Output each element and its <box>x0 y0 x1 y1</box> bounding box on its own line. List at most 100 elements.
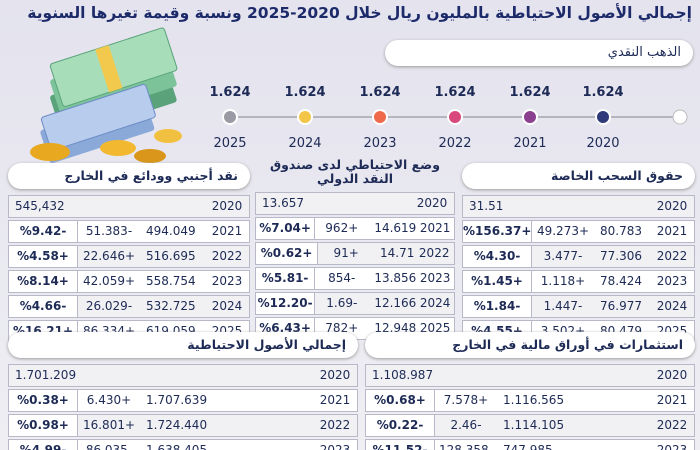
percent: %5.81- <box>256 268 316 289</box>
table-body: 2020 1.701.209 2021 1.707.639 6.430+ %0.38+ 20… <box>8 364 358 450</box>
gold-value: 1.624 <box>209 85 250 100</box>
year-label: 2024 <box>288 136 321 151</box>
change: 26.029- <box>85 299 133 313</box>
year: 2024 <box>656 299 688 313</box>
value: 78.424 <box>600 274 642 288</box>
table-row: 2023 747 985 128.358- %11.52- <box>365 439 695 450</box>
change: 51.383- <box>85 224 133 238</box>
percent: %0.22- <box>366 415 435 436</box>
change: 16.801+ <box>82 418 136 432</box>
year: 2024 <box>211 299 243 313</box>
table-title: إجمالي الأصول الاحتياطية <box>8 332 358 358</box>
value: 77.306 <box>600 249 642 263</box>
timeline-end <box>672 109 688 125</box>
year-label: 2020 <box>586 136 619 151</box>
percent: %0.98+ <box>9 415 78 436</box>
data-table: وضع الاحتياطي لدى صندوق النقد الدولي 2020… <box>255 158 455 342</box>
value: 14.619 <box>374 221 417 235</box>
percent: %156.37+ <box>463 221 532 242</box>
timeline-dot <box>595 109 611 125</box>
gold-value: 1.624 <box>509 85 550 100</box>
percent: %12.20- <box>256 293 316 314</box>
change: 91+ <box>333 246 359 260</box>
value: 747 985 <box>503 443 553 450</box>
data-table: استثمارات في أوراق مالية في الخارج 2020 1.… <box>365 332 695 450</box>
table-row: 2024 12.166 1.69- %12.20- <box>255 292 455 315</box>
percent: %9.42- <box>9 221 78 242</box>
year: 2022 <box>656 418 688 432</box>
change: 962+ <box>325 221 359 235</box>
table-row: 2023 1.638.405 86,035- %4.99- <box>8 439 358 450</box>
value: 80.783 <box>600 224 642 238</box>
gold-label: الذهب النقدي <box>385 40 693 66</box>
value: 1.701.209 <box>15 368 77 382</box>
timeline-dot <box>297 109 313 125</box>
year: 2022 <box>211 249 243 263</box>
table-title: استثمارات في أوراق مالية في الخارج <box>365 332 695 358</box>
year: 2020 <box>416 196 448 210</box>
table-row: 2022 77.306 3.477- %4.30- <box>462 245 695 268</box>
year-label: 2022 <box>438 136 471 151</box>
table-row: 2021 1.116.565 7.578+ %0.68+ <box>365 389 695 412</box>
table-body: 2020 545,432 2021 494.049 51.383- %9.42- 2022 5… <box>8 195 250 343</box>
year: 2022 <box>319 418 351 432</box>
percent: %0.38+ <box>9 390 78 411</box>
year: 2020 <box>656 368 688 382</box>
year: 2020 <box>656 199 688 213</box>
value: 494.049 <box>146 224 196 238</box>
year: 2020 <box>319 368 351 382</box>
table-row: 2020 31.51 <box>462 195 695 218</box>
value: 12.166 <box>374 296 417 310</box>
percent: %0.62+ <box>256 243 319 264</box>
table-row: 2020 1.108.987 <box>365 364 695 387</box>
table-row: 2020 13.657 <box>255 192 455 215</box>
percent: %7.04+ <box>256 218 316 239</box>
percent: %4.66- <box>9 296 78 317</box>
table-row: 2024 76.977 1.447- %1.84- <box>462 295 695 318</box>
value: 532.725 <box>146 299 196 313</box>
value: 1.114.105 <box>503 418 565 432</box>
percent: %1.45+ <box>463 271 532 292</box>
change: 854- <box>328 271 356 285</box>
table-row: 2023 558.754 42.059+ %8.14+ <box>8 270 250 293</box>
data-table: نقد أجنبي وودائع في الخارج 2020 545,432 202… <box>8 163 250 345</box>
percent: %0.68+ <box>366 390 435 411</box>
year: 2025 <box>419 321 451 335</box>
change: 86,035- <box>85 443 133 450</box>
value: 558.754 <box>146 274 196 288</box>
table-body: 2020 31.51 2021 80.783 49.273+ %156.37+ 2022 77… <box>462 195 695 343</box>
year: 2023 <box>656 274 688 288</box>
year: 2022 <box>418 246 450 260</box>
change: 2.46- <box>450 418 482 432</box>
change: 128.358- <box>439 443 493 450</box>
year: 2021 <box>419 221 451 235</box>
table-row: 2023 13.856 854- %5.81- <box>255 267 455 290</box>
data-table: إجمالي الأصول الاحتياطية 2020 1.701.209 202… <box>8 332 358 450</box>
year: 2023 <box>419 271 451 285</box>
table-row: 2021 80.783 49.273+ %156.37+ <box>462 220 695 243</box>
value: 1.638.405 <box>146 443 208 450</box>
gold-value: 1.624 <box>284 85 325 100</box>
table-row: 2021 494.049 51.383- %9.42- <box>8 220 250 243</box>
timeline-dot <box>222 109 238 125</box>
data-table: حقوق السحب الخاصة 2020 31.51 2021 80.783 49.2… <box>462 163 695 345</box>
change: 782+ <box>325 321 359 335</box>
change: 1.447- <box>543 299 583 313</box>
value: 516.695 <box>146 249 196 263</box>
timeline-dot <box>522 109 538 125</box>
year: 2021 <box>656 393 688 407</box>
table-title: نقد أجنبي وودائع في الخارج <box>8 163 250 189</box>
year-label: 2025 <box>213 136 246 151</box>
value: 76.977 <box>600 299 642 313</box>
table-row: 2021 14.619 962+ %7.04+ <box>255 217 455 240</box>
value: 545,432 <box>15 199 65 213</box>
percent: %4.30- <box>463 246 532 267</box>
change: 3.477- <box>543 249 583 263</box>
table-row: 2022 1.114.105 2.46- %0.22- <box>365 414 695 437</box>
value: 31.51 <box>469 199 504 213</box>
timeline-dot <box>372 109 388 125</box>
change: 1.118+ <box>540 274 586 288</box>
percent: %8.14+ <box>9 271 78 292</box>
table-row: 2024 532.725 26.029- %4.66- <box>8 295 250 318</box>
